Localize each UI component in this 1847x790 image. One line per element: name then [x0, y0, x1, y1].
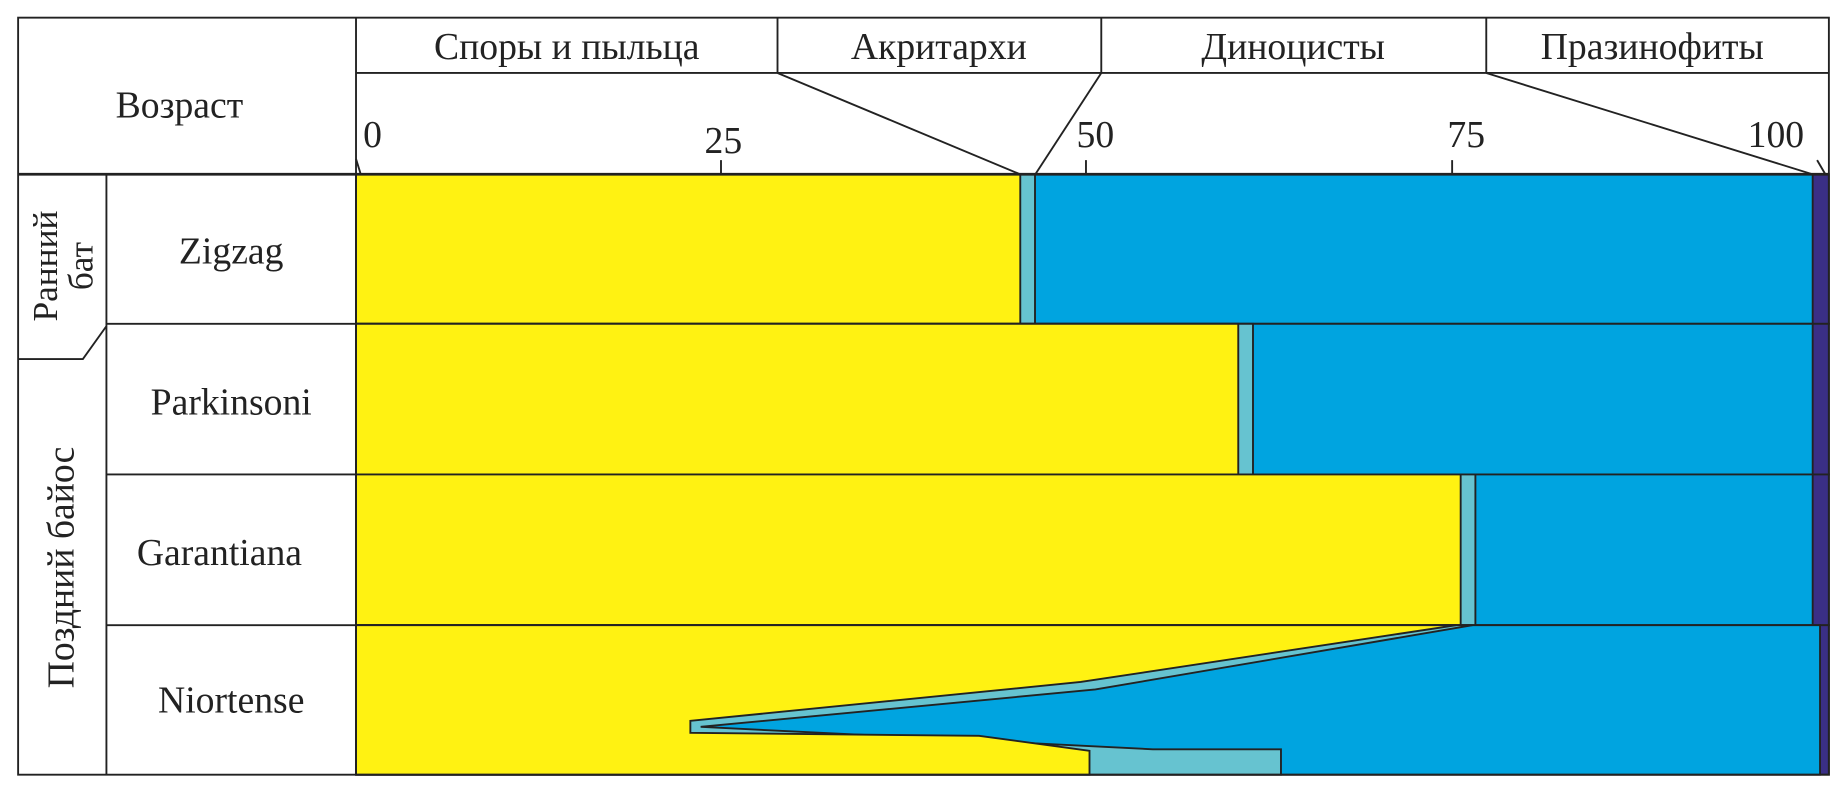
- x-tick-label: 100: [1748, 114, 1804, 156]
- stage-label-early-bathonian: Ранний бат: [26, 211, 100, 322]
- group-header-acritarchs: Акритархи: [851, 26, 1027, 68]
- age-header: Возраст: [116, 85, 244, 127]
- table-frame: [17, 16, 1830, 776]
- group-header-dinocysts: Диноцисты: [1201, 26, 1385, 68]
- group-header-spores: Споры и пыльца: [434, 26, 700, 68]
- stage-label-late-bajocian: Поздний байос: [40, 447, 82, 689]
- zone-label-parkinsoni: Parkinsoni: [151, 381, 312, 423]
- bar-spores-pollen-garantiana: [355, 473, 1462, 627]
- x-tick-label: 50: [1077, 114, 1115, 156]
- x-tick-label: 25: [705, 120, 743, 162]
- bars-layer: [355, 173, 1830, 776]
- x-tick-label: 0: [363, 114, 382, 156]
- group-header-prasinophytes: Празинофиты: [1541, 26, 1764, 68]
- zone-label-zigzag: Zigzag: [179, 231, 284, 273]
- bar-spores-pollen-zigzag: [355, 173, 1022, 325]
- stage-label-line: Ранний: [26, 211, 65, 322]
- zone-label-niortense: Niortense: [158, 679, 304, 721]
- stage-label-line: бат: [61, 242, 100, 290]
- zone-label-garantiana: Garantiana: [137, 532, 302, 574]
- x-tick-label: 75: [1447, 114, 1485, 156]
- bar-spores-pollen-parkinsoni: [355, 322, 1240, 476]
